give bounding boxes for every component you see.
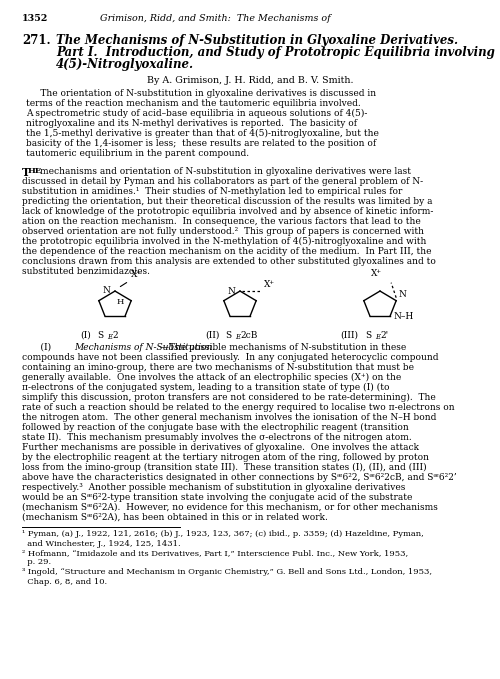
Text: terms of the reaction mechanism and the tautomeric equilibria involved.: terms of the reaction mechanism and the …: [26, 99, 361, 108]
Text: the 1,5-methyl derivative is greater than that of 4(5)-nitroglyoxaline, but the: the 1,5-methyl derivative is greater tha…: [26, 129, 379, 138]
Text: observed orientation are not fully understood.²  This group of papers is concern: observed orientation are not fully under…: [22, 227, 424, 236]
Text: the nitrogen atom.  The other general mechanism involves the ionisation of the N: the nitrogen atom. The other general mec…: [22, 413, 436, 422]
Text: discussed in detail by Pyman and his collaborators as part of the general proble: discussed in detail by Pyman and his col…: [22, 177, 423, 186]
Text: 2: 2: [112, 331, 117, 340]
Text: S: S: [225, 331, 231, 340]
Text: and Winchester, J., 1924, 125, 1431.: and Winchester, J., 1924, 125, 1431.: [22, 540, 180, 547]
Text: N: N: [102, 286, 110, 295]
Text: —The possible mechanisms of N-substitution in these: —The possible mechanisms of N-substituti…: [160, 343, 406, 352]
Text: the dependence of the reaction mechanism on the acidity of the medium.  In Part : the dependence of the reaction mechanism…: [22, 247, 432, 256]
Text: loss from the imino-group (transition state III).  These transition states (I), : loss from the imino-group (transition st…: [22, 463, 426, 472]
Text: E: E: [235, 333, 240, 341]
Text: followed by reaction of the conjugate base with the electrophilic reagent (trans: followed by reaction of the conjugate ba…: [22, 423, 409, 432]
Text: 1352: 1352: [22, 14, 48, 23]
Text: tautomeric equilibrium in the parent compound.: tautomeric equilibrium in the parent com…: [26, 149, 249, 158]
Text: H: H: [117, 298, 124, 306]
Text: E: E: [107, 333, 112, 341]
Text: Further mechanisms are possible in derivatives of glyoxaline.  One involves the : Further mechanisms are possible in deriv…: [22, 443, 419, 452]
Text: predicting the orientation, but their theoretical discussion of the results was : predicting the orientation, but their th…: [22, 197, 432, 206]
Text: Mechanisms of N-Substitution.: Mechanisms of N-Substitution.: [74, 343, 215, 352]
Text: by the electrophilic reagent at the tertiary nitrogen atom of the ring, followed: by the electrophilic reagent at the tert…: [22, 453, 429, 462]
Text: A spectrometric study of acid–base equilibria in aqueous solutions of 4(5)-: A spectrometric study of acid–base equil…: [26, 109, 367, 118]
Text: ³ Ingold, “Structure and Mechanism in Organic Chemistry,” G. Bell and Sons Ltd.,: ³ Ingold, “Structure and Mechanism in Or…: [22, 568, 432, 576]
Text: X⁺: X⁺: [264, 280, 275, 289]
Text: nitroglyoxaline and its N-methyl derivatives is reported.  The basicity of: nitroglyoxaline and its N-methyl derivat…: [26, 119, 357, 128]
Text: N: N: [398, 290, 406, 299]
Text: S: S: [365, 331, 371, 340]
Text: simplify this discussion, proton transfers are not considered to be rate-determi: simplify this discussion, proton transfe…: [22, 393, 436, 402]
Text: (mechanism Sᵆ6²2A).  However, no evidence for this mechanism, or for other mecha: (mechanism Sᵆ6²2A). However, no evidence…: [22, 503, 438, 512]
Text: (mechanism Sᵆ6²2A), has been obtained in this or in related work.: (mechanism Sᵆ6²2A), has been obtained in…: [22, 513, 328, 522]
Text: would be an Sᵆ6²2-type transition state involving the conjugate acid of the subs: would be an Sᵆ6²2-type transition state …: [22, 493, 412, 502]
Text: (I): (I): [26, 343, 57, 352]
Text: (III): (III): [340, 331, 358, 340]
Text: The Mechanisms of N-Substitution in Glyoxaline Derivatives.: The Mechanisms of N-Substitution in Glyo…: [56, 34, 458, 47]
Text: X⁺: X⁺: [131, 270, 142, 279]
Text: 2': 2': [380, 331, 388, 340]
Text: ¹ Pyman, (a) J., 1922, 121, 2616; (b) J., 1923, 123, 367; (c) ibid., p. 3359; (d: ¹ Pyman, (a) J., 1922, 121, 2616; (b) J.…: [22, 530, 424, 538]
Text: rate of such a reaction should be related to the energy required to localise two: rate of such a reaction should be relate…: [22, 403, 454, 412]
Text: (I): (I): [80, 331, 91, 340]
Text: HE: HE: [28, 167, 42, 175]
Text: containing an imino-group, there are two mechanisms of N-substitution that must : containing an imino-group, there are two…: [22, 363, 414, 372]
Text: π-electrons of the conjugated system, leading to a transition state of type (I) : π-electrons of the conjugated system, le…: [22, 383, 390, 392]
Text: By A. Grimison, J. H. Ridd, and B. V. Smith.: By A. Grimison, J. H. Ridd, and B. V. Sm…: [147, 76, 353, 85]
Text: 2cB: 2cB: [240, 331, 258, 340]
Text: T: T: [22, 167, 30, 178]
Text: generally available.  One involves the attack of an electrophilic species (X⁺) o: generally available. One involves the at…: [22, 373, 401, 382]
Text: substituted benzimidazoles.: substituted benzimidazoles.: [22, 267, 150, 276]
Text: 4(5)-Nitroglyoxaline.: 4(5)-Nitroglyoxaline.: [56, 58, 194, 71]
Text: above have the characteristics designated in other connections by Sᵆ6²2, Sᵆ6²2cB: above have the characteristics designate…: [22, 473, 457, 482]
Text: N: N: [227, 287, 235, 295]
Text: Chap. 6, 8, and 10.: Chap. 6, 8, and 10.: [22, 578, 107, 585]
Text: N–H: N–H: [394, 312, 414, 320]
Text: substitution in amidines.¹  Their studies of N-methylation led to empirical rule: substitution in amidines.¹ Their studies…: [22, 187, 402, 196]
Text: E: E: [375, 333, 380, 341]
Text: S: S: [97, 331, 103, 340]
Text: ation on the reaction mechanism.  In consequence, the various factors that lead : ation on the reaction mechanism. In cons…: [22, 217, 421, 226]
Text: respectively.³  Another possible mechanism of substitution in glyoxaline derivat: respectively.³ Another possible mechanis…: [22, 483, 406, 492]
Text: lack of knowledge of the prototropic equilibria involved and by absence of kinet: lack of knowledge of the prototropic equ…: [22, 207, 434, 216]
Text: mechanisms and orientation of N-substitution in glyoxaline derivatives were last: mechanisms and orientation of N-substitu…: [40, 167, 411, 176]
Text: the prototropic equilibria involved in the N-methylation of 4(5)-nitroglyoxaline: the prototropic equilibria involved in t…: [22, 237, 426, 246]
Text: compounds have not been classified previously.  In any conjugated heterocyclic c: compounds have not been classified previ…: [22, 353, 438, 362]
Text: The orientation of N-substitution in glyoxaline derivatives is discussed in: The orientation of N-substitution in gly…: [26, 89, 376, 98]
Text: ² Hofmann, “Imidazole and its Derivatives, Part I,” Interscience Publ. Inc., New: ² Hofmann, “Imidazole and its Derivative…: [22, 549, 408, 557]
Text: state II).  This mechanism presumably involves the σ-electrons of the nitrogen a: state II). This mechanism presumably inv…: [22, 433, 412, 442]
Text: 271.: 271.: [22, 34, 50, 47]
Text: (II): (II): [205, 331, 220, 340]
Text: p. 29.: p. 29.: [22, 559, 51, 566]
Text: X⁺: X⁺: [371, 269, 382, 278]
Text: Grimison, Ridd, and Smith:  The Mechanisms of: Grimison, Ridd, and Smith: The Mechanism…: [100, 14, 330, 23]
Text: conclusions drawn from this analysis are extended to other substituted glyoxalin: conclusions drawn from this analysis are…: [22, 257, 436, 266]
Text: basicity of the 1,4-isomer is less;  these results are related to the position o: basicity of the 1,4-isomer is less; thes…: [26, 139, 376, 148]
Text: Part I.  Introduction, and Study of Prototropic Equilibria involving: Part I. Introduction, and Study of Proto…: [56, 46, 495, 59]
